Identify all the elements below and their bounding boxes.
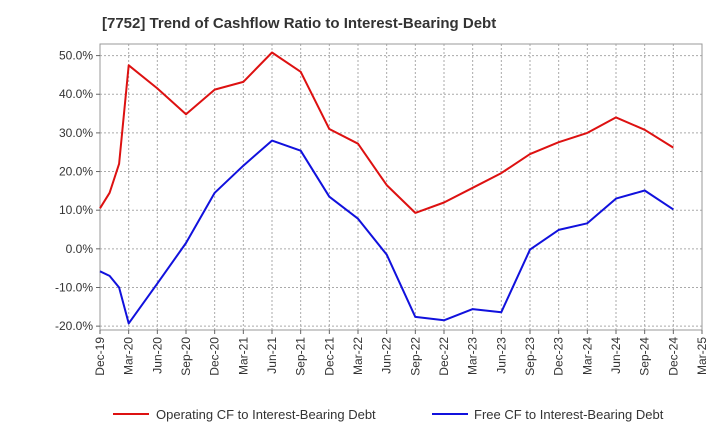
x-tick-label: Mar-21 xyxy=(236,337,250,375)
y-tick-label: 50.0% xyxy=(59,49,93,63)
legend: Operating CF to Interest-Bearing Debt Fre… xyxy=(113,407,664,422)
x-tick-label: Mar-24 xyxy=(580,337,594,375)
series-line-operating-cf xyxy=(99,51,674,214)
x-tick-label: Jun-21 xyxy=(265,337,279,374)
legend-label-free-cf: Free CF to Interest-Bearing Debt xyxy=(474,407,664,422)
x-tick-label: Dec-19 xyxy=(93,337,107,376)
x-tick-label: Dec-20 xyxy=(208,337,222,376)
y-tick-label: 20.0% xyxy=(59,165,93,179)
x-tick-label: Mar-25 xyxy=(695,337,709,375)
grid xyxy=(100,44,702,330)
x-tick-label: Dec-22 xyxy=(437,337,451,376)
axes: 50.0% 40.0% 30.0% 20.0% 10.0% 0.0% -10.0% -20.0… xyxy=(55,43,709,376)
x-tick-label: Mar-23 xyxy=(466,337,480,375)
series-line-free-cf xyxy=(99,139,674,325)
series-group xyxy=(99,51,674,325)
x-tick-label: Jun-22 xyxy=(380,337,394,374)
y-tick-label: 0.0% xyxy=(66,242,94,256)
plot-area-frame xyxy=(99,43,703,331)
x-tick-label: Sep-20 xyxy=(179,337,193,376)
chart-title: [7752] Trend of Cashflow Ratio to Intere… xyxy=(102,15,497,32)
x-tick-label: Jun-24 xyxy=(609,337,623,374)
y-tick-label: -20.0% xyxy=(55,319,93,333)
y-tick-label: 40.0% xyxy=(59,87,93,101)
y-tick-label: 10.0% xyxy=(59,203,93,217)
x-tick-label: Mar-20 xyxy=(122,337,136,375)
legend-label-operating-cf: Operating CF to Interest-Bearing Debt xyxy=(156,407,376,422)
x-tick-label: Sep-24 xyxy=(638,337,652,376)
y-tick-label: 30.0% xyxy=(59,126,93,140)
x-tick-label: Sep-22 xyxy=(408,337,422,376)
x-tick-label: Dec-24 xyxy=(666,337,680,376)
x-tick-label: Sep-21 xyxy=(294,337,308,376)
x-tick-label: Sep-23 xyxy=(523,337,537,376)
x-tick-label: Dec-23 xyxy=(552,337,566,376)
x-tick-label: Jun-23 xyxy=(494,337,508,374)
x-tick-label: Dec-21 xyxy=(322,337,336,376)
y-tick-label: -10.0% xyxy=(55,280,93,294)
x-tick-label: Jun-20 xyxy=(150,337,164,374)
x-tick-label: Mar-22 xyxy=(351,337,365,375)
